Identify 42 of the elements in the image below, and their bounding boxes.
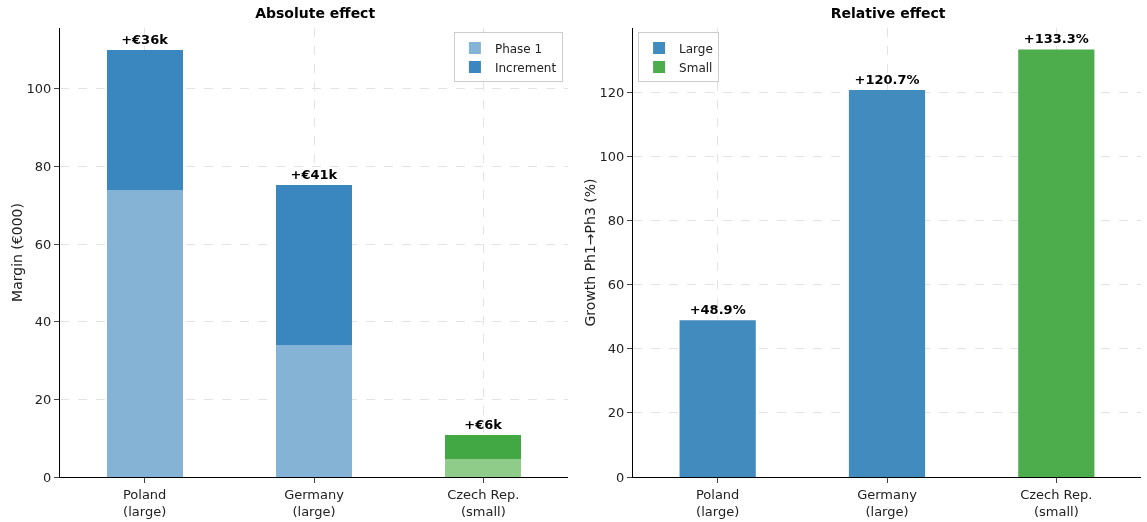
y-tick-label: 120 [599,84,625,100]
y-tick-label: 100 [599,148,625,164]
x-tick-label: Czech Rep. (small) [1020,486,1093,519]
bar [106,189,183,477]
y-tick-label: 20 [607,405,625,421]
legend-label: Large [679,41,713,56]
data-label: +133.3% [1023,31,1089,47]
data-label: +€6k [464,417,503,433]
y-tick-label: 0 [43,469,52,485]
bar [679,320,756,477]
data-label: +120.7% [854,71,920,87]
bar [106,50,183,190]
data-label: +48.9% [689,302,746,318]
x-tick-label: Germany (large) [857,486,918,519]
y-axis-title: Margin (€000) [9,203,25,302]
bar [445,459,522,477]
bar [445,435,522,460]
bar [1018,49,1095,477]
data-label: +€41k [290,166,338,182]
legend-label: Increment [494,60,557,75]
y-tick-label: 80 [34,159,52,175]
chart-title: Absolute effect [255,4,376,21]
y-axis-title: Growth Ph1→Ph3 (%) [582,178,598,327]
y-tick-label: 60 [607,277,625,293]
y-tick-label: 60 [34,236,52,252]
y-tick-label: 40 [34,314,52,330]
bar [275,184,353,346]
chart-title: Relative effect [830,4,946,21]
x-tick-label: Poland (large) [122,486,167,519]
x-tick-label: Poland (large) [695,486,740,519]
x-tick-label: Czech Rep. (small) [447,486,520,519]
data-label: +€36k [121,32,169,48]
x-tick-label: Germany (large) [284,486,345,519]
y-tick-label: 0 [616,469,625,485]
legend-label: Small [679,60,713,75]
y-tick-label: 80 [607,212,625,228]
y-tick-label: 40 [607,341,625,357]
bar [275,345,353,477]
y-tick-label: 100 [26,81,52,97]
legend-label: Phase 1 [494,41,543,56]
y-tick-label: 20 [34,391,52,407]
bar [848,89,926,477]
